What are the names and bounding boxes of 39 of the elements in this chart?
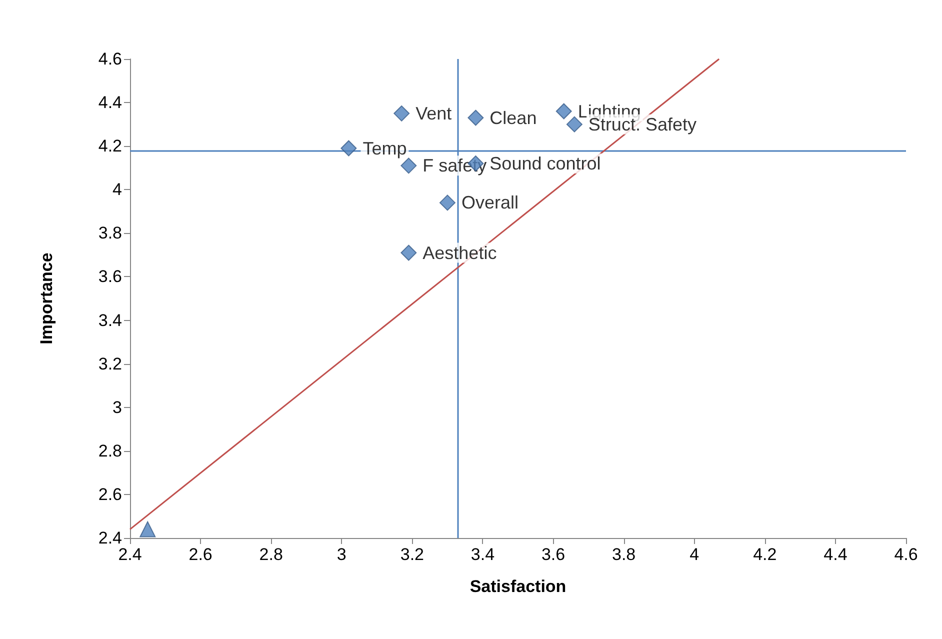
y-tick-label: 3.2 <box>98 354 122 374</box>
point <box>400 158 417 174</box>
y-tick-label: 4 <box>112 180 122 200</box>
x-tick-label: 3.8 <box>612 545 636 564</box>
y-tick-label: 3.6 <box>98 267 122 286</box>
x-tick-label: 4 <box>690 545 700 564</box>
x-tick-label: 3.6 <box>541 545 566 564</box>
point <box>394 105 410 122</box>
x-tick-label: 4.6 <box>894 545 918 564</box>
point <box>439 194 456 211</box>
point <box>400 244 417 261</box>
x-tick-label: 3.4 <box>470 545 495 564</box>
annotation: Sound control <box>490 154 601 174</box>
point <box>468 110 484 126</box>
y-tick-label: 4.2 <box>98 136 122 156</box>
point <box>340 140 357 156</box>
y-tick-label: 4.6 <box>98 50 122 68</box>
x-axis-title: Satisfaction <box>470 577 566 596</box>
x-tick-label: 3.2 <box>400 545 424 564</box>
y-tick-label: 3.4 <box>98 310 122 330</box>
y-axis-title: Importance <box>37 252 56 344</box>
annotation: Temp <box>362 138 407 158</box>
x-tick-label: 2.8 <box>259 545 283 564</box>
x-tick-label: 2.6 <box>188 545 212 564</box>
x-tick-label: 3 <box>336 545 346 564</box>
y-tick-label: 3.8 <box>98 224 122 243</box>
annotation: Overall <box>461 192 518 213</box>
y-tick-label: 3 <box>112 398 122 417</box>
y-tick-label: 2.4 <box>98 528 122 548</box>
x-tick-label: 4.2 <box>753 545 777 564</box>
x-tick-label: 4.4 <box>824 545 848 564</box>
point <box>556 103 572 120</box>
annotation: Aesthetic <box>422 242 497 263</box>
y-tick-label: 2.6 <box>98 484 122 504</box>
point <box>140 521 156 538</box>
y-tick-label: 4.4 <box>98 93 122 112</box>
y-tick-label: 2.8 <box>98 441 122 460</box>
annotation: Vent <box>416 103 452 124</box>
annotation: Clean <box>490 108 537 128</box>
